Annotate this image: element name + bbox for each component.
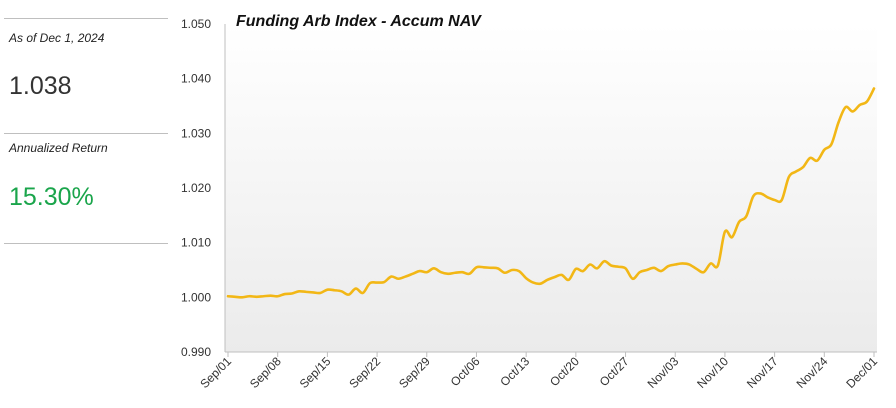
x-tick-label: Oct/06 (448, 354, 483, 389)
x-tick-label: Sep/01 (197, 354, 234, 391)
divider (4, 243, 168, 244)
divider (4, 133, 168, 134)
date-label: As of Dec 1, 2024 (9, 31, 105, 45)
plot-area (225, 24, 877, 352)
y-axis: 1.050 1.040 1.030 1.020 1.010 1.000 0.990 (181, 17, 226, 359)
divider (4, 18, 168, 19)
y-tick-label: 1.050 (181, 17, 211, 31)
y-tick-label: 1.030 (181, 126, 211, 140)
nav-value: 1.038 (9, 72, 72, 100)
x-tick-label: Nov/24 (794, 354, 831, 391)
x-tick-label: Nov/10 (694, 354, 731, 391)
x-tick-label: Sep/08 (247, 354, 284, 391)
return-value: 15.30% (9, 183, 94, 211)
x-tick-label: Oct/27 (597, 354, 632, 389)
accum-nav-series-line (226, 87, 876, 299)
x-tick-label: Oct/13 (497, 354, 532, 389)
x-tick-label: Sep/29 (396, 354, 433, 391)
y-tick-label: 1.010 (181, 236, 211, 250)
return-label: Annualized Return (9, 141, 108, 155)
y-tick-label: 1.040 (181, 72, 211, 86)
x-axis: Sep/01 Sep/08 Sep/15 Sep/22 Sep/29 Oct/06 Oct/… (197, 351, 880, 391)
x-tick-label: Sep/15 (297, 354, 334, 391)
x-tick-label: Sep/22 (346, 354, 383, 391)
chart-title: Funding Arb Index - Accum NAV (236, 13, 482, 30)
x-tick-label: Oct/20 (547, 354, 582, 389)
x-tick-label: Nov/17 (744, 354, 781, 391)
y-tick-label: 1.020 (181, 181, 211, 195)
x-tick-label: Dec/01 (843, 354, 880, 391)
series-group (226, 87, 876, 299)
y-tick-label: 1.000 (181, 290, 211, 304)
x-tick-label: Nov/03 (645, 354, 682, 391)
summary-panel: As of Dec 1, 2024 1.038 Annualized Retur… (0, 0, 170, 408)
y-tick-label: 0.990 (181, 345, 211, 359)
